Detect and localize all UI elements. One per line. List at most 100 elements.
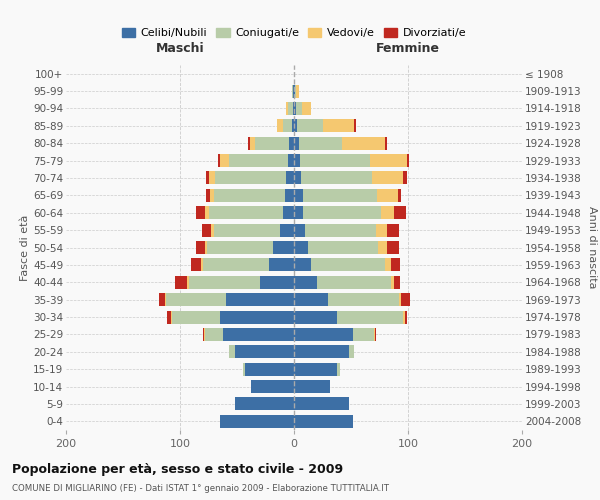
Bar (289, 102, 294, 115)
Bar (294, 258, 311, 272)
Bar (294, 362, 337, 376)
Bar (294, 415, 353, 428)
Bar (294, 206, 394, 220)
Bar (286, 102, 294, 115)
Legend: Celibi/Nubili, Coniugati/e, Vedovi/e, Divorziati/e: Celibi/Nubili, Coniugati/e, Vedovi/e, Di… (118, 23, 470, 43)
Bar (215, 172, 294, 184)
Bar (286, 172, 294, 184)
Bar (206, 189, 294, 202)
Bar (294, 258, 400, 272)
Bar (294, 293, 328, 306)
Bar (250, 136, 294, 149)
Bar (294, 362, 340, 376)
Bar (292, 84, 294, 98)
Bar (294, 293, 401, 306)
Bar (289, 136, 294, 149)
Bar (294, 189, 398, 202)
Bar (294, 206, 303, 220)
Bar (294, 398, 349, 410)
Bar (294, 189, 401, 202)
Bar (289, 154, 294, 167)
Bar (242, 362, 294, 376)
Bar (202, 224, 294, 236)
Bar (294, 154, 300, 167)
Bar (211, 224, 294, 236)
Bar (203, 258, 294, 272)
Bar (294, 398, 349, 410)
Bar (283, 120, 294, 132)
Bar (251, 380, 294, 393)
Bar (223, 328, 294, 341)
Bar (191, 258, 294, 272)
Bar (260, 276, 294, 289)
Bar (294, 380, 331, 393)
Bar (292, 120, 294, 132)
Bar (209, 172, 294, 184)
Bar (294, 172, 371, 184)
Bar (294, 415, 353, 428)
Bar (214, 224, 294, 236)
Bar (294, 102, 311, 115)
Text: Femmine: Femmine (376, 42, 440, 54)
Bar (294, 136, 388, 149)
Bar (294, 380, 331, 393)
Bar (220, 415, 294, 428)
Bar (294, 136, 342, 149)
Bar (294, 84, 296, 98)
Text: Maschi: Maschi (155, 42, 205, 54)
Bar (294, 241, 308, 254)
Bar (255, 136, 294, 149)
Bar (294, 172, 403, 184)
Bar (294, 224, 305, 236)
Y-axis label: Fasce di età: Fasce di età (20, 214, 30, 280)
Bar (229, 346, 294, 358)
Bar (251, 380, 294, 393)
Bar (294, 189, 377, 202)
Bar (294, 310, 404, 324)
Bar (294, 154, 407, 167)
Bar (294, 346, 355, 358)
Text: Popolazione per età, sesso e stato civile - 2009: Popolazione per età, sesso e stato civil… (12, 462, 343, 475)
Bar (220, 415, 294, 428)
Bar (294, 154, 409, 167)
Bar (235, 398, 294, 410)
Bar (294, 362, 340, 376)
Bar (294, 415, 353, 428)
Bar (242, 362, 294, 376)
Bar (226, 293, 294, 306)
Bar (205, 206, 294, 220)
Bar (196, 241, 294, 254)
Bar (294, 154, 370, 167)
Bar (220, 154, 294, 167)
Bar (175, 276, 294, 289)
Bar (209, 206, 294, 220)
Bar (294, 241, 379, 254)
Bar (220, 415, 294, 428)
Bar (165, 293, 294, 306)
Bar (294, 206, 406, 220)
Bar (189, 276, 294, 289)
Bar (292, 84, 294, 98)
Bar (294, 172, 301, 184)
Bar (206, 172, 294, 184)
Bar (248, 136, 294, 149)
Bar (292, 84, 294, 98)
Bar (294, 346, 355, 358)
Bar (294, 293, 399, 306)
Bar (294, 224, 399, 236)
Bar (294, 310, 403, 324)
Bar (293, 102, 294, 115)
Bar (294, 136, 385, 149)
Text: COMUNE DI MIGLIARINO (FE) - Dati ISTAT 1° gennaio 2009 - Elaborazione TUTTITALIA: COMUNE DI MIGLIARINO (FE) - Dati ISTAT 1… (12, 484, 389, 493)
Y-axis label: Anni di nascita: Anni di nascita (587, 206, 597, 289)
Bar (294, 136, 299, 149)
Bar (277, 120, 294, 132)
Bar (294, 224, 376, 236)
Bar (196, 206, 294, 220)
Bar (294, 206, 380, 220)
Bar (294, 380, 331, 393)
Bar (294, 120, 355, 132)
Bar (171, 310, 294, 324)
Bar (203, 328, 294, 341)
Bar (235, 398, 294, 410)
